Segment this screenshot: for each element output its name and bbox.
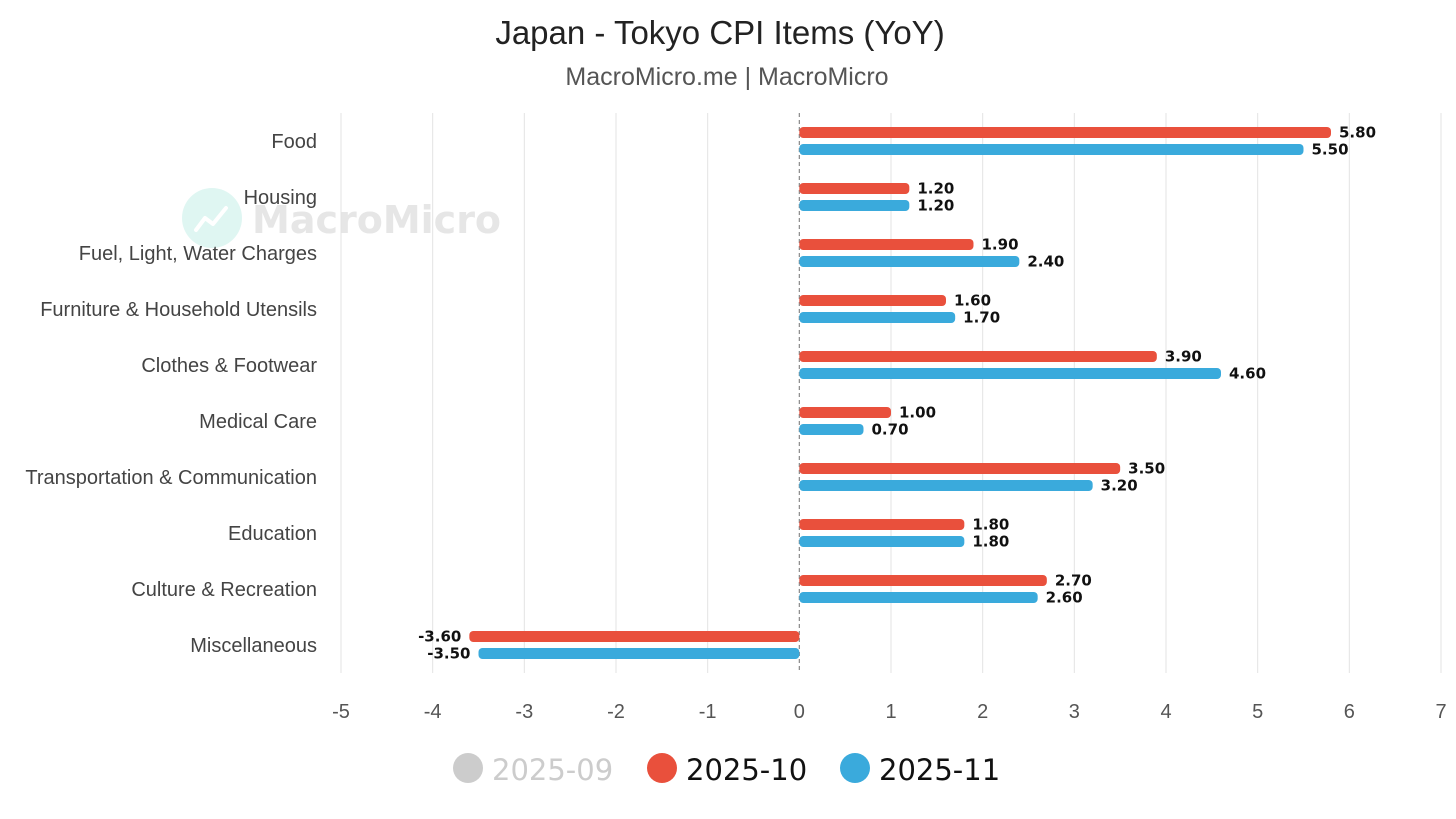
x-axis-ticks: -5 -4 -3 -2 -1 0 1 2 3 4 5 6 7	[332, 701, 1446, 723]
category-label: Clothes & Footwear	[141, 355, 317, 377]
x-tick-label: 4	[1160, 701, 1171, 723]
data-labels: 5.805.50 1.201.20 1.90 2.40 1.601.70 3.90 4.60…	[418, 124, 1376, 663]
category-label: Culture & Recreation	[131, 579, 317, 601]
bar-2025-11	[799, 592, 1038, 603]
bar-2025-10	[799, 575, 1047, 586]
data-label: 2.70	[1055, 572, 1092, 590]
watermark: MacroMicro	[182, 188, 501, 248]
data-label: 1.80	[972, 516, 1009, 534]
bar-2025-10	[799, 295, 946, 306]
x-tick-label: -3	[515, 701, 533, 723]
bars	[469, 127, 1331, 659]
data-label: 5.80	[1339, 124, 1376, 142]
bar-2025-10	[469, 631, 800, 642]
bar-2025-11	[799, 536, 965, 547]
bar-2025-11	[799, 368, 1221, 379]
bar-2025-11	[799, 480, 1093, 491]
x-tick-label: -2	[607, 701, 625, 723]
category-label: Education	[228, 523, 317, 545]
category-label: Fuel, Light, Water Charges	[79, 243, 317, 265]
watermark-trend-icon	[194, 206, 228, 232]
category-label: Food	[271, 131, 317, 153]
x-tick-label: -4	[424, 701, 442, 723]
x-tick-label: -5	[332, 701, 350, 723]
bar-2025-11	[799, 312, 956, 323]
data-label: 5.50	[1312, 141, 1349, 159]
grid	[340, 113, 1442, 673]
data-label: 3.50	[1128, 460, 1165, 478]
bar-2025-11	[799, 256, 1020, 267]
category-labels: Food Housing Fuel, Light, Water Charges Fur…	[25, 131, 317, 657]
bar-2025-10	[799, 351, 1157, 362]
category-label: Furniture & Household Utensils	[40, 299, 317, 321]
data-label: 2.60	[1046, 589, 1083, 607]
bar-2025-11	[799, 424, 864, 435]
chart-title: Japan - Tokyo CPI Items (YoY)	[495, 14, 944, 51]
data-label: 3.90	[1165, 348, 1202, 366]
watermark-logo-icon	[182, 188, 242, 248]
x-tick-label: 1	[885, 701, 896, 723]
data-label: 3.20	[1101, 477, 1138, 495]
x-tick-label: 6	[1344, 701, 1355, 723]
legend-label: 2025-09	[492, 753, 613, 787]
category-label: Medical Care	[199, 411, 317, 433]
data-label: -3.60	[418, 628, 461, 646]
legend-marker-2025-09	[453, 753, 483, 783]
legend-marker-2025-10	[647, 753, 677, 783]
bar-2025-11	[478, 648, 800, 659]
data-label: 1.20	[917, 197, 954, 215]
x-tick-label: 7	[1435, 701, 1446, 723]
chart-subtitle: MacroMicro.me | MacroMicro	[565, 63, 888, 91]
data-label: 2.40	[1027, 253, 1064, 271]
data-label: 4.60	[1229, 365, 1266, 383]
data-label: 1.60	[954, 292, 991, 310]
bar-2025-11	[799, 200, 910, 211]
data-label: 1.80	[972, 533, 1009, 551]
x-tick-label: 2	[977, 701, 988, 723]
bar-2025-10	[799, 463, 1121, 474]
x-tick-label: 3	[1069, 701, 1080, 723]
x-tick-label: -1	[699, 701, 717, 723]
x-tick-label: 0	[794, 701, 805, 723]
bar-2025-10	[799, 407, 891, 418]
data-label: -3.50	[427, 645, 470, 663]
data-label: 1.90	[982, 236, 1019, 254]
bar-2025-11	[799, 144, 1304, 155]
legend-label: 2025-11	[879, 753, 1000, 787]
bar-2025-10	[799, 127, 1331, 138]
legend-marker-2025-11	[840, 753, 870, 783]
data-label: 1.70	[963, 309, 1000, 327]
data-label: 0.70	[872, 421, 909, 439]
legend-label: 2025-10	[686, 753, 807, 787]
data-label: 1.00	[899, 404, 936, 422]
bar-2025-10	[799, 519, 965, 530]
legend: 2025-09 2025-10 2025-11	[453, 753, 1000, 787]
x-tick-label: 5	[1252, 701, 1263, 723]
bar-2025-10	[799, 183, 910, 194]
watermark-text: MacroMicro	[252, 198, 501, 242]
bar-2025-10	[799, 239, 974, 250]
category-label: Housing	[244, 187, 317, 209]
category-label: Transportation & Communication	[25, 467, 317, 489]
category-label: Miscellaneous	[190, 635, 317, 657]
data-label: 1.20	[917, 180, 954, 198]
